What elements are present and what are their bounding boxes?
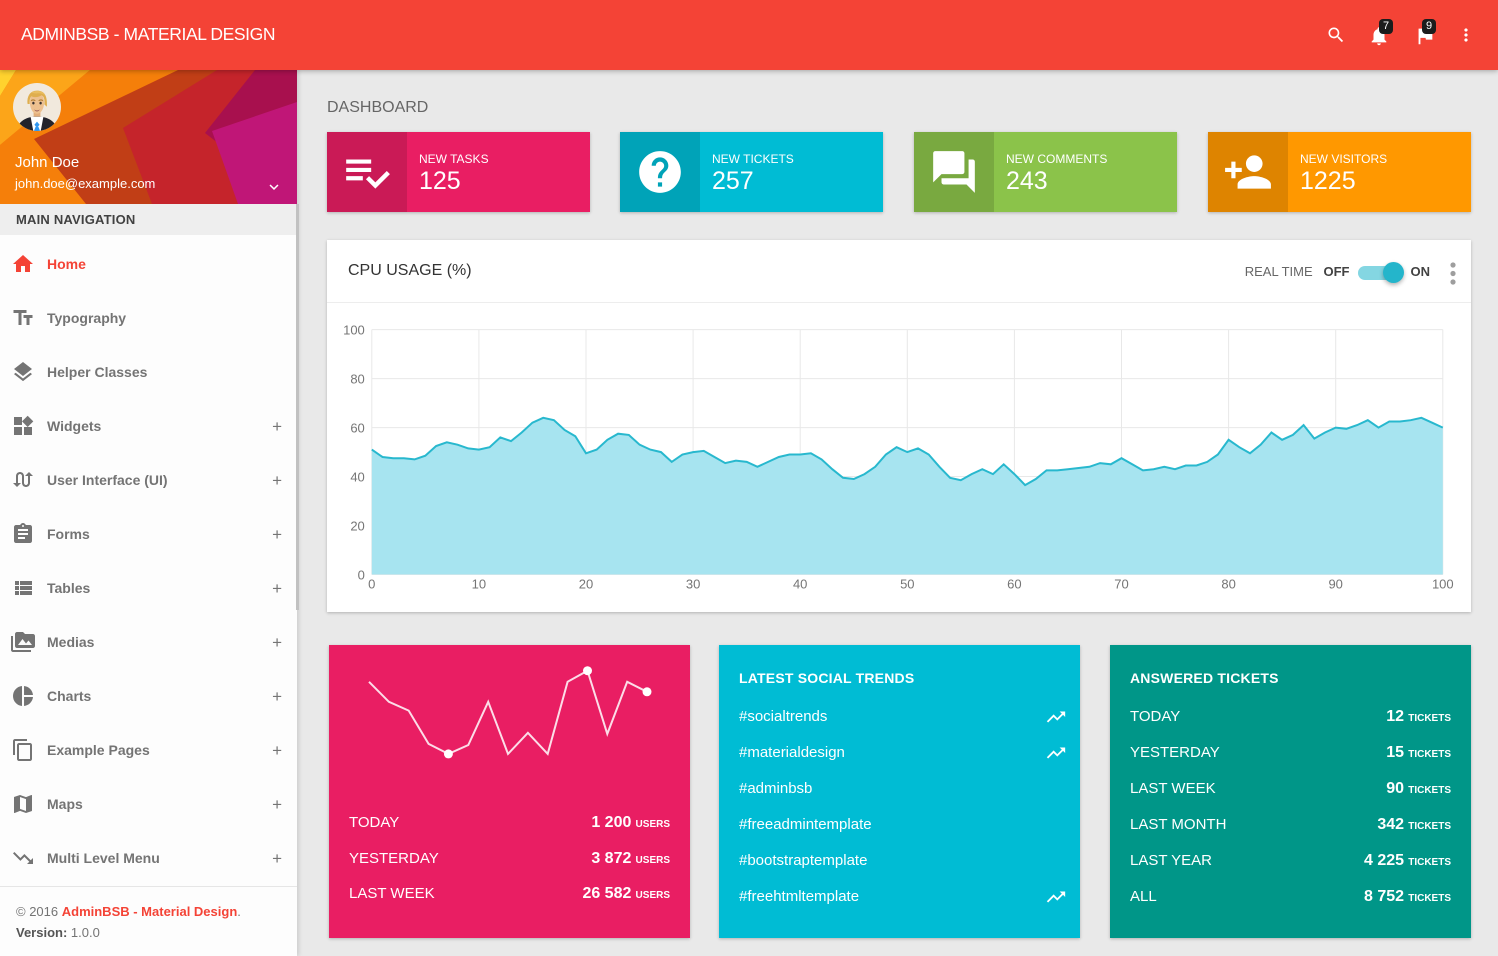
svg-text:40: 40 <box>350 470 364 485</box>
svg-text:80: 80 <box>350 372 364 387</box>
svg-text:100: 100 <box>343 323 365 338</box>
svg-text:50: 50 <box>900 577 914 592</box>
svg-text:90: 90 <box>1328 577 1342 592</box>
svg-text:20: 20 <box>579 577 593 592</box>
svg-text:0: 0 <box>368 577 375 592</box>
svg-text:60: 60 <box>1007 577 1021 592</box>
svg-text:60: 60 <box>350 421 364 436</box>
svg-text:40: 40 <box>793 577 807 592</box>
svg-text:10: 10 <box>472 577 486 592</box>
svg-text:30: 30 <box>686 577 700 592</box>
svg-text:80: 80 <box>1221 577 1235 592</box>
svg-text:70: 70 <box>1114 577 1128 592</box>
svg-text:0: 0 <box>358 568 365 583</box>
svg-text:100: 100 <box>1432 577 1454 592</box>
svg-text:20: 20 <box>350 519 364 534</box>
